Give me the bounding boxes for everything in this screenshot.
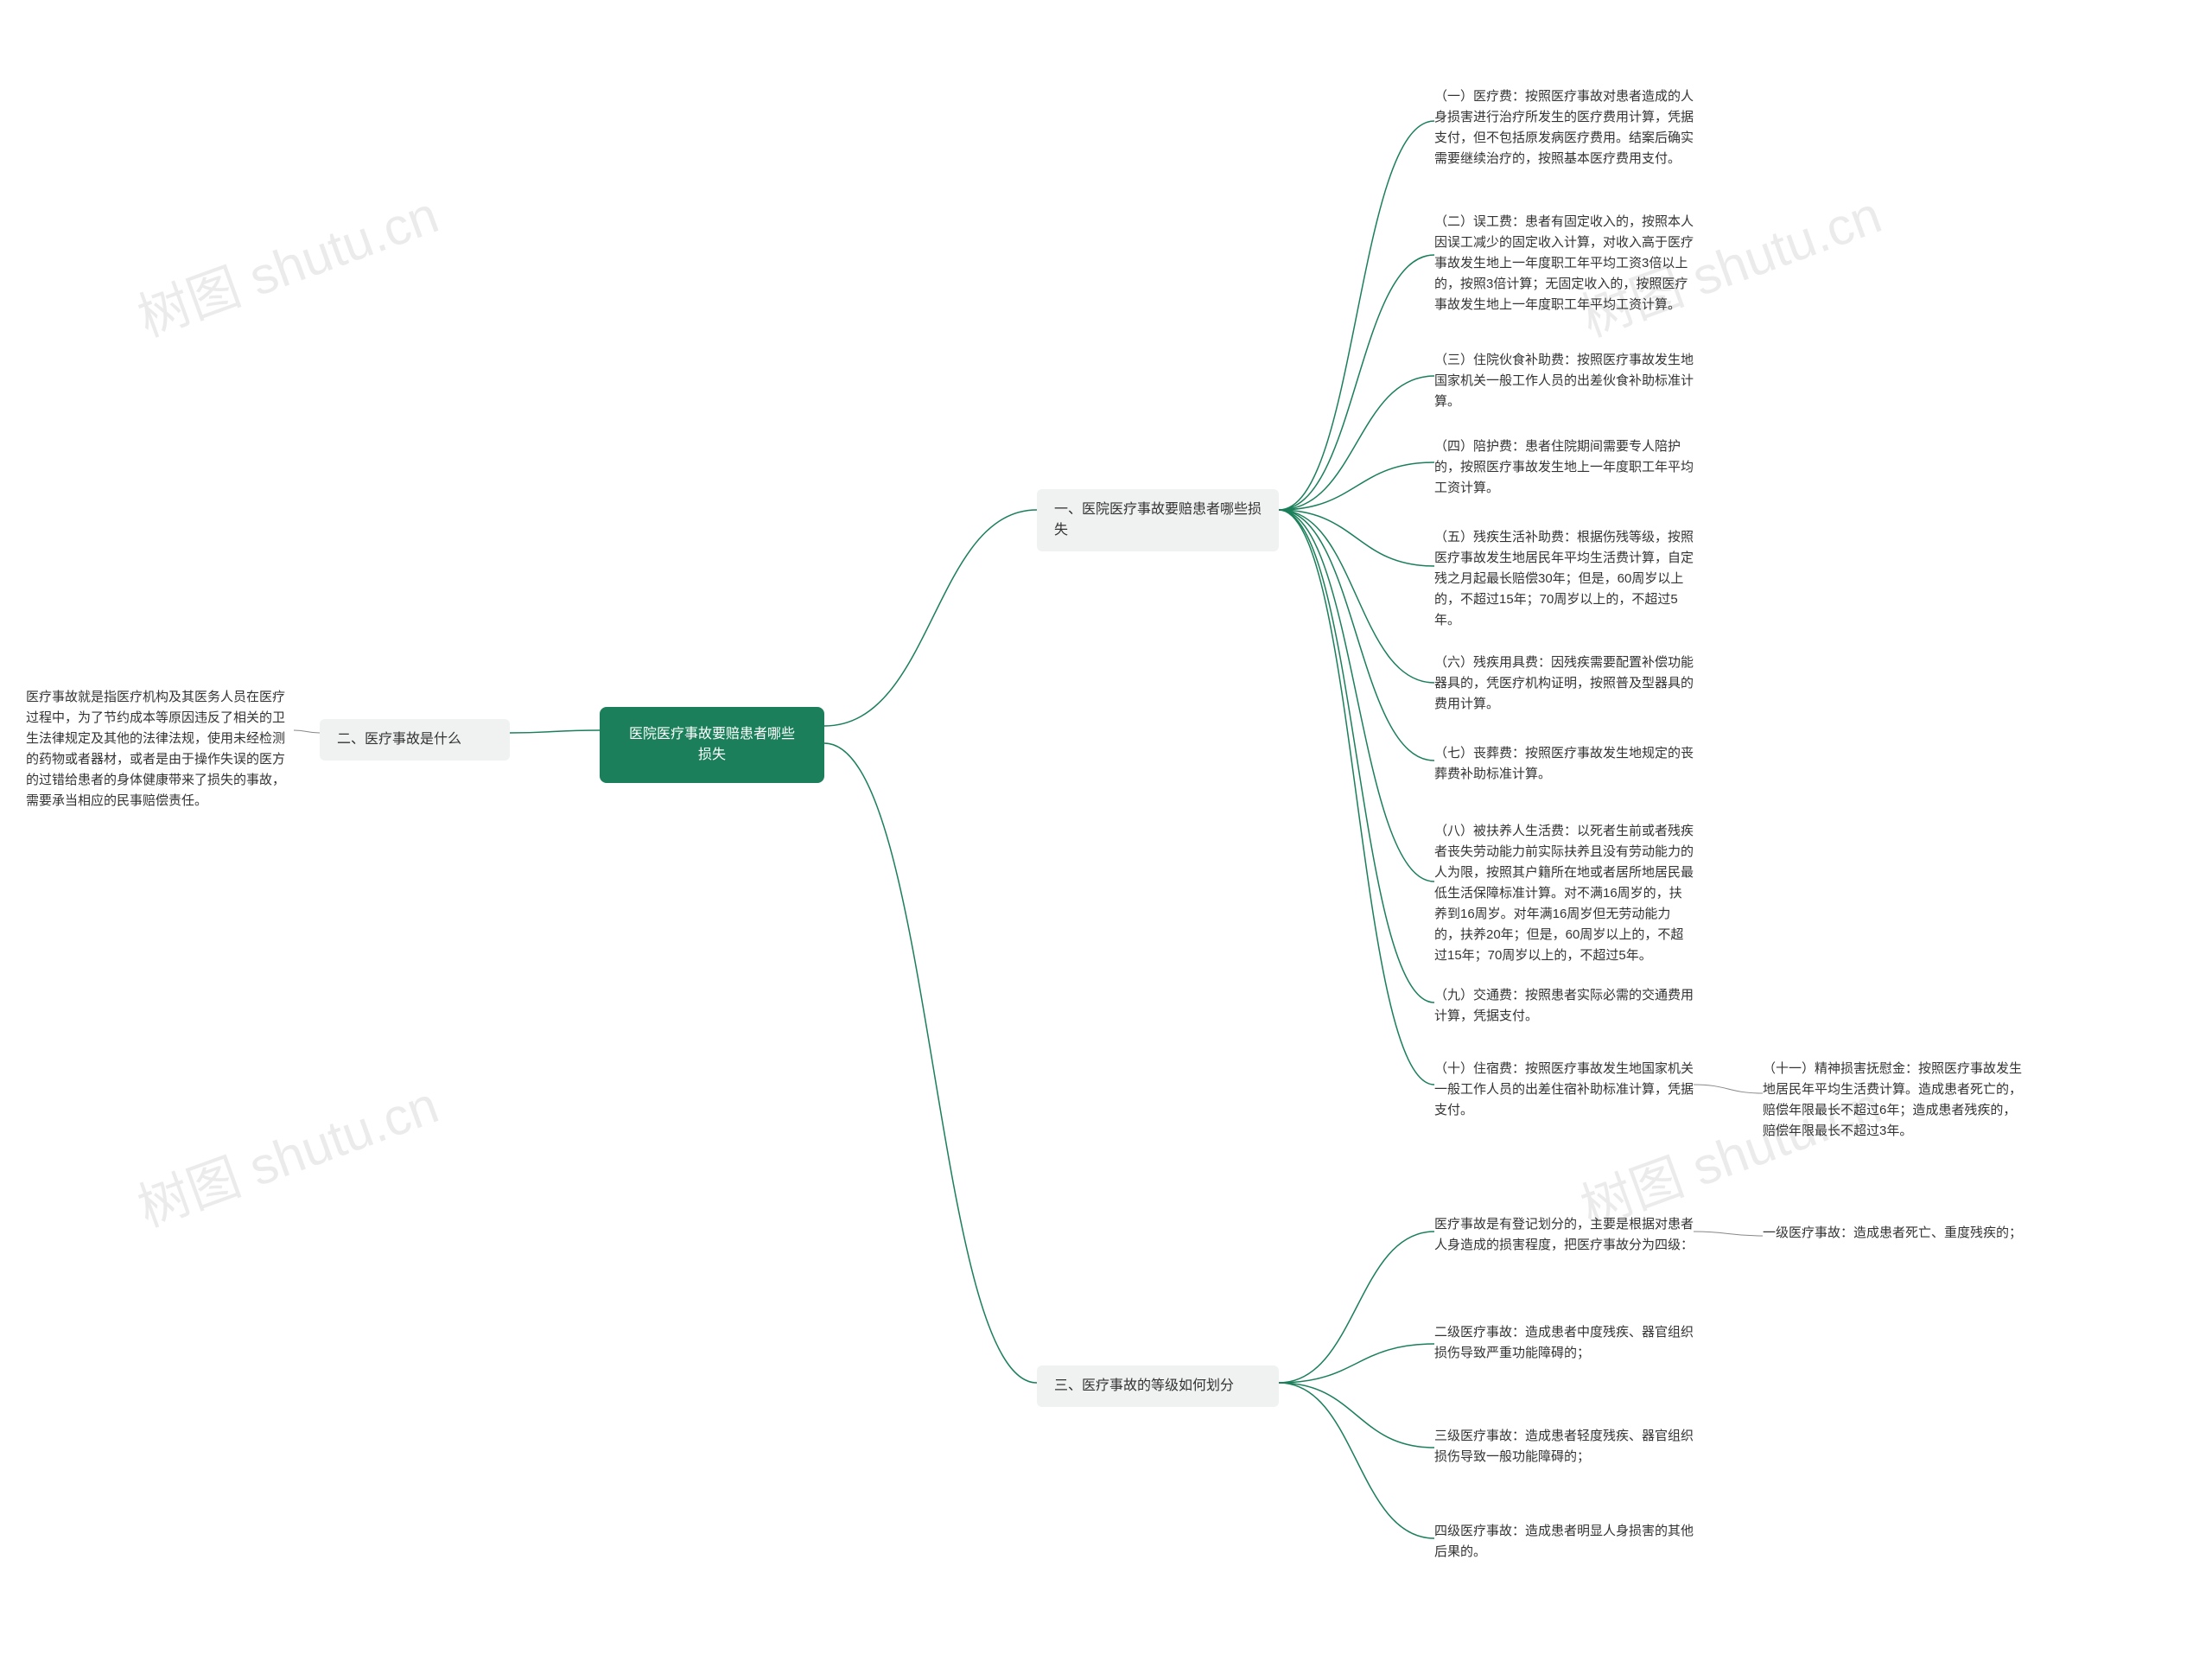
leaf-node: （十一）精神损害抚慰金：按照医疗事故发生地居民年平均生活费计算。造成患者死亡的，… <box>1763 1059 2022 1142</box>
leaf-node: （七）丧葬费：按照医疗事故发生地规定的丧葬费补助标准计算。 <box>1434 743 1694 785</box>
root-node: 医院医疗事故要赔患者哪些损失 <box>600 707 824 783</box>
leaf-node: （一）医疗费：按照医疗事故对患者造成的人身损害进行治疗所发生的医疗费用计算，凭据… <box>1434 86 1694 169</box>
leaf-node: （九）交通费：按照患者实际必需的交通费用计算，凭据支付。 <box>1434 985 1694 1027</box>
leaf-node: 一级医疗事故：造成患者死亡、重度残疾的； <box>1763 1223 2022 1244</box>
leaf-node: 二级医疗事故：造成患者中度残疾、器官组织损伤导致严重功能障碍的； <box>1434 1322 1694 1364</box>
branch-node-2: 二、医疗事故是什么 <box>320 719 510 761</box>
leaf-node: 医疗事故是有登记划分的，主要是根据对患者人身造成的损害程度，把医疗事故分为四级： <box>1434 1214 1694 1256</box>
leaf-node: （五）残疾生活补助费：根据伤残等级，按照医疗事故发生地居民年平均生活费计算，自定… <box>1434 527 1694 631</box>
leaf-node: （六）残疾用具费：因残疾需要配置补偿功能器具的，凭医疗机构证明，按照普及型器具的… <box>1434 652 1694 715</box>
watermark: 树图 shutu.cn <box>126 173 447 351</box>
watermark: 树图 shutu.cn <box>126 1063 447 1241</box>
leaf-node: 三级医疗事故：造成患者轻度残疾、器官组织损伤导致一般功能障碍的； <box>1434 1426 1694 1467</box>
leaf-node: （八）被扶养人生活费：以死者生前或者残疾者丧失劳动能力前实际扶养且没有劳动能力的… <box>1434 821 1694 966</box>
leaf-node: （二）误工费：患者有固定收入的，按照本人因误工减少的固定收入计算，对收入高于医疗… <box>1434 212 1694 315</box>
branch-node-1: 一、医院医疗事故要赔患者哪些损失 <box>1037 489 1279 551</box>
leaf-node: 四级医疗事故：造成患者明显人身损害的其他后果的。 <box>1434 1521 1694 1563</box>
leaf-node: （十）住宿费：按照医疗事故发生地国家机关一般工作人员的出差住宿补助标准计算，凭据… <box>1434 1059 1694 1121</box>
leaf-node: （四）陪护费：患者住院期间需要专人陪护的，按照医疗事故发生地上一年度职工年平均工… <box>1434 436 1694 499</box>
leaf-node: 医疗事故就是指医疗机构及其医务人员在医疗过程中，为了节约成本等原因违反了相关的卫… <box>26 687 294 812</box>
leaf-node: （三）住院伙食补助费：按照医疗事故发生地国家机关一般工作人员的出差伙食补助标准计… <box>1434 350 1694 412</box>
branch-node-3: 三、医疗事故的等级如何划分 <box>1037 1365 1279 1407</box>
